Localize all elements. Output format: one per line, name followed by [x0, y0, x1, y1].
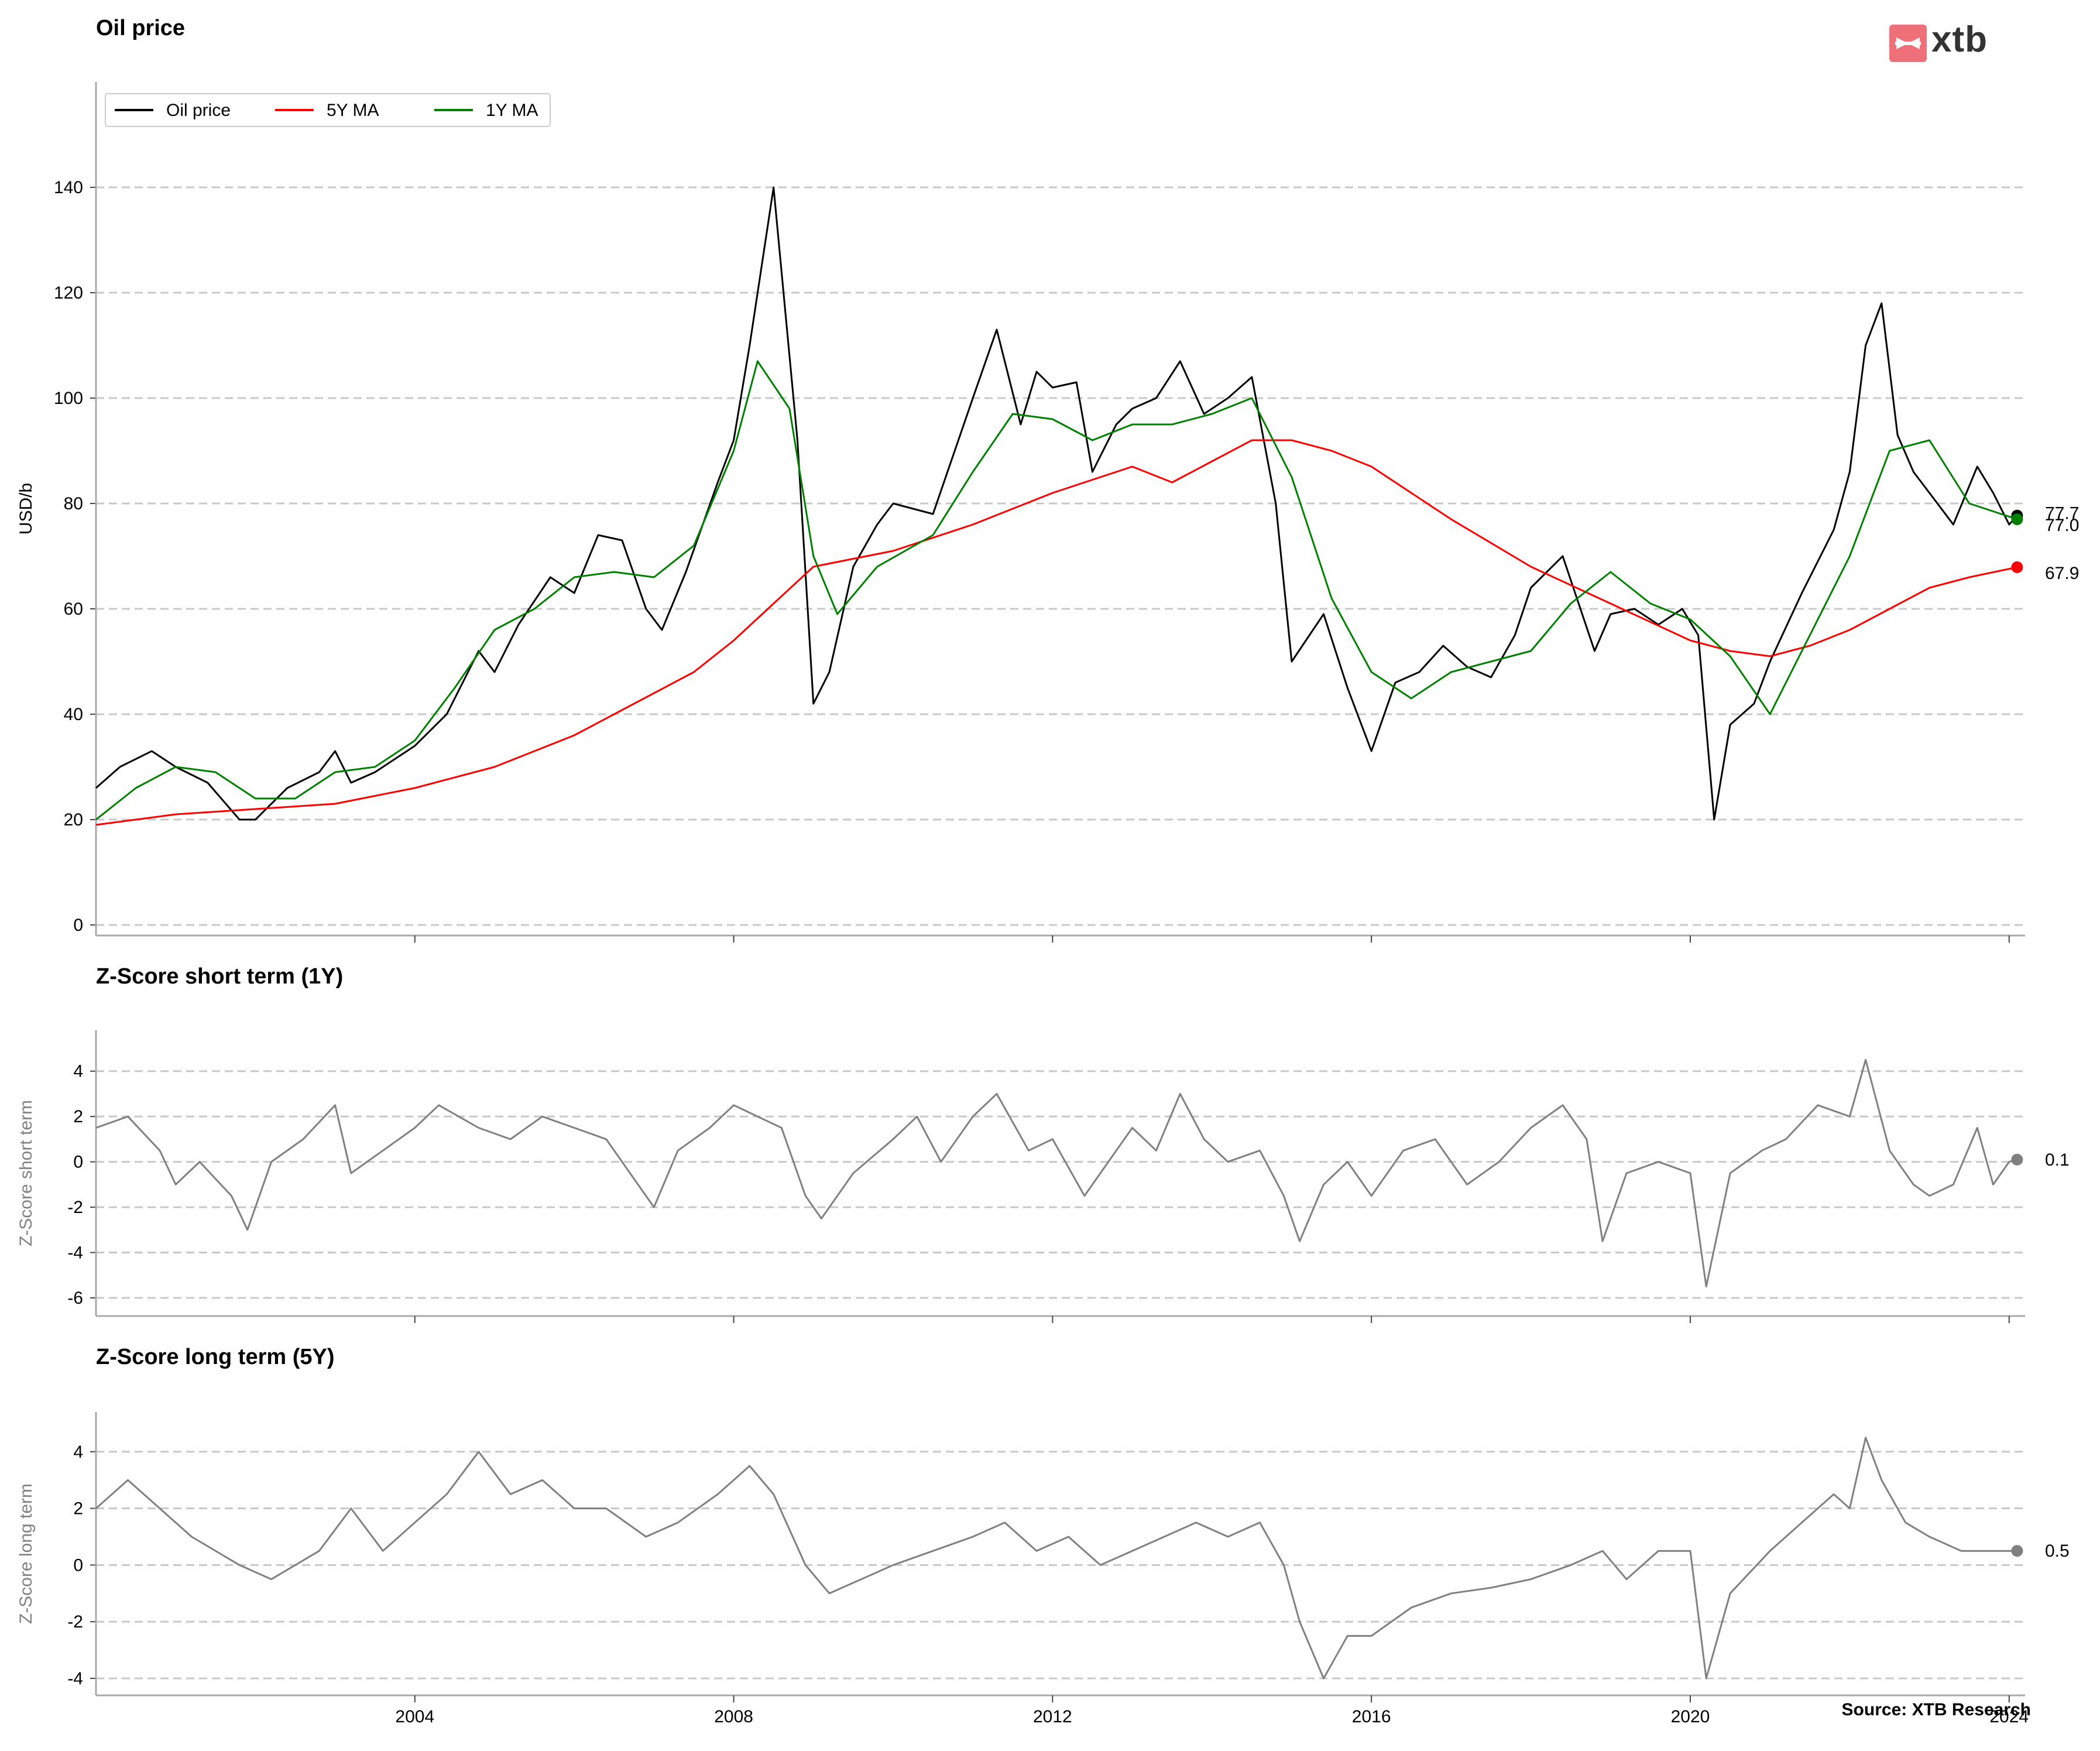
- legend-item-label: Oil price: [166, 101, 231, 120]
- y-tick-label: 0: [73, 916, 83, 935]
- y-tick-label: -2: [67, 1198, 83, 1217]
- y-tick-label: 120: [54, 283, 83, 303]
- y-tick-label: 140: [54, 178, 83, 197]
- y-tick-label: 0: [73, 1153, 83, 1172]
- panel-title: Oil price: [96, 16, 185, 40]
- y-tick-label: 2: [73, 1499, 83, 1519]
- y-tick-label: -2: [67, 1612, 83, 1632]
- y-axis-label: USD/b: [16, 483, 36, 534]
- x-tick-label: 2004: [395, 1707, 434, 1726]
- y-axis-label: Z-Score long term: [16, 1483, 36, 1624]
- panel-title: Z-Score short term (1Y): [96, 964, 343, 989]
- legend-box: [105, 93, 551, 127]
- y-tick-label: 0: [73, 1555, 83, 1575]
- series-line: [95, 439, 2017, 826]
- y-tick-label: -4: [67, 1243, 83, 1263]
- y-tick-label: -4: [67, 1669, 83, 1688]
- y-axis-label: Z-Score short term: [16, 1100, 36, 1246]
- y-tick-label: -6: [67, 1289, 83, 1308]
- legend-item-label: 5Y MA: [327, 101, 379, 120]
- x-tick-label: 2012: [1033, 1707, 1072, 1726]
- panel-title: Z-Score long term (5Y): [96, 1345, 335, 1369]
- series-line: [95, 1058, 2017, 1288]
- end-value-label: 67.9: [2045, 564, 2079, 583]
- xtb-logo-icon: [1889, 25, 1927, 62]
- end-value-label: 77.0: [2045, 516, 2079, 535]
- y-tick-label: 40: [64, 705, 83, 724]
- xtb-logo-text: xtb: [1931, 19, 1988, 60]
- x-tick-label: 2016: [1352, 1707, 1391, 1726]
- y-tick-label: 80: [64, 494, 83, 513]
- chart-panel-1: Z-Score short term (1Y) -6 -4 -2 0 2 4 Z-Score …: [16, 964, 2070, 1323]
- series-end-marker: [2011, 1545, 2023, 1557]
- chart-panel-0: Oil price 0 20 40 60 80 100 120 140 USD/b 77.777.0…: [16, 16, 2079, 943]
- series-end-marker: [2011, 513, 2023, 525]
- x-tick-label: 2020: [1671, 1707, 1710, 1726]
- series-line: [95, 1437, 2017, 1680]
- legend-item-label: 1Y MA: [486, 101, 538, 120]
- x-tick-label: 2008: [714, 1707, 753, 1726]
- series-end-marker: [2011, 561, 2023, 573]
- legend: Oil price 5Y MA 1Y MA: [105, 93, 551, 127]
- series-end-marker: [2011, 1153, 2023, 1166]
- y-tick-label: 4: [73, 1062, 83, 1081]
- y-tick-label: 4: [73, 1442, 83, 1462]
- x-tick-label: 2024: [1989, 1707, 2029, 1726]
- chart-panel-2: Z-Score long term (5Y) -4 -2 0 2 4 2004 2008 201…: [16, 1345, 2070, 1726]
- y-tick-label: 100: [54, 389, 83, 408]
- xtb-logo: xtb: [1889, 19, 2006, 62]
- end-value-label: 0.1: [2045, 1150, 2070, 1170]
- y-tick-label: 20: [64, 810, 83, 830]
- end-value-label: 77.7: [2045, 504, 2079, 523]
- source-note: Source: XTB Research: [1841, 1700, 2031, 1719]
- end-value-label: 0.5: [2045, 1541, 2070, 1561]
- series-line: [95, 360, 2017, 821]
- y-tick-label: 2: [73, 1107, 83, 1126]
- y-tick-label: 60: [64, 599, 83, 619]
- series-line: [95, 186, 2018, 821]
